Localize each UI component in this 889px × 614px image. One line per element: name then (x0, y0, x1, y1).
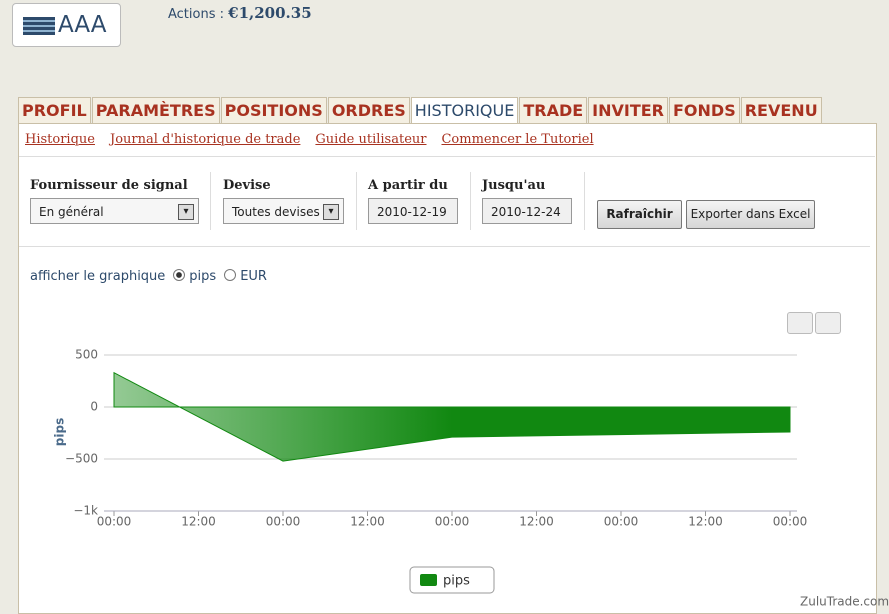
area (113, 371, 791, 462)
tab[interactable]: ORDRES (327, 97, 410, 123)
x-tick-label: 12:00 (181, 515, 216, 529)
subnav-link[interactable]: Commencer le Tutoriel (441, 132, 594, 147)
refresh-button[interactable]: Rafraîchir (597, 200, 682, 229)
x-tick-label: 00:00 (435, 515, 470, 529)
actions: Actions : €1,200.35 (168, 4, 312, 22)
filter-label: Fournisseur de signal (30, 178, 188, 193)
currency-select[interactable]: Toutes devises (223, 198, 344, 224)
tab[interactable]: POSITIONS (220, 97, 327, 123)
x-tick-label: 00:00 (604, 515, 639, 529)
x-tick-label: 12:00 (519, 515, 554, 529)
tabs: PROFIL PARAMÈTRES POSITIONS ORDRES HISTORIQU… (18, 97, 823, 123)
subnav: Historique Journal d'historique de trade G… (25, 132, 609, 147)
download-icon[interactable] (815, 312, 841, 334)
tab[interactable]: FONDS (669, 97, 740, 123)
tab[interactable]: INVITER (588, 97, 668, 123)
watermark: ZuluTrade.com (800, 595, 889, 609)
radio[interactable] (224, 269, 237, 281)
y-tick-label: −1k (73, 504, 98, 518)
print-icon[interactable] (787, 312, 813, 334)
option: pips (189, 269, 217, 284)
to-date[interactable]: 2010-12-24 (482, 198, 572, 224)
logo[interactable]: AAA (12, 3, 121, 47)
x-tick-label: 00:00 (97, 515, 132, 529)
x-tick-label: 12:00 (350, 515, 385, 529)
subnav-link[interactable]: Guide utilisateur (315, 132, 427, 147)
options-label: afficher le graphique (30, 269, 166, 284)
tab[interactable]: HISTORIQUE (410, 97, 519, 123)
filter-label: Devise (223, 178, 271, 193)
option: EUR (240, 269, 267, 284)
x-tick-label: 12:00 (688, 515, 723, 529)
logo-text: AAA (58, 12, 107, 38)
subnav-link[interactable]: Historique (25, 132, 95, 147)
actions-label: Actions : (168, 7, 224, 22)
y-tick-label: −500 (65, 452, 98, 466)
tab[interactable]: TRADE (519, 97, 588, 123)
chart-options: afficher le graphique pips EUR (30, 269, 267, 284)
export-button[interactable]: Exporter dans Excel (686, 200, 815, 229)
x-tick-label: 00:00 (773, 515, 808, 529)
actions-value: €1,200.35 (228, 4, 312, 22)
legend (409, 566, 495, 594)
filter-label: A partir du (368, 178, 448, 193)
tab[interactable]: PROFIL (18, 97, 91, 123)
legend-label: pips (443, 574, 470, 589)
y-axis-title: pips (53, 418, 67, 446)
radio[interactable] (173, 269, 186, 281)
subnav-link[interactable]: Journal d'historique de trade (109, 132, 301, 147)
from-date[interactable]: 2010-12-19 (368, 198, 458, 224)
tab[interactable]: PARAMÈTRES (91, 97, 220, 123)
y-tick-label: 0 (90, 400, 98, 414)
filter-label: Jusqu'au (482, 178, 546, 193)
legend-swatch (420, 574, 437, 586)
x-tick-label: 00:00 (266, 515, 301, 529)
y-tick-label: 500 (75, 348, 98, 362)
provider-select[interactable]: En général (30, 198, 199, 224)
tab[interactable]: REVENU (740, 97, 822, 123)
